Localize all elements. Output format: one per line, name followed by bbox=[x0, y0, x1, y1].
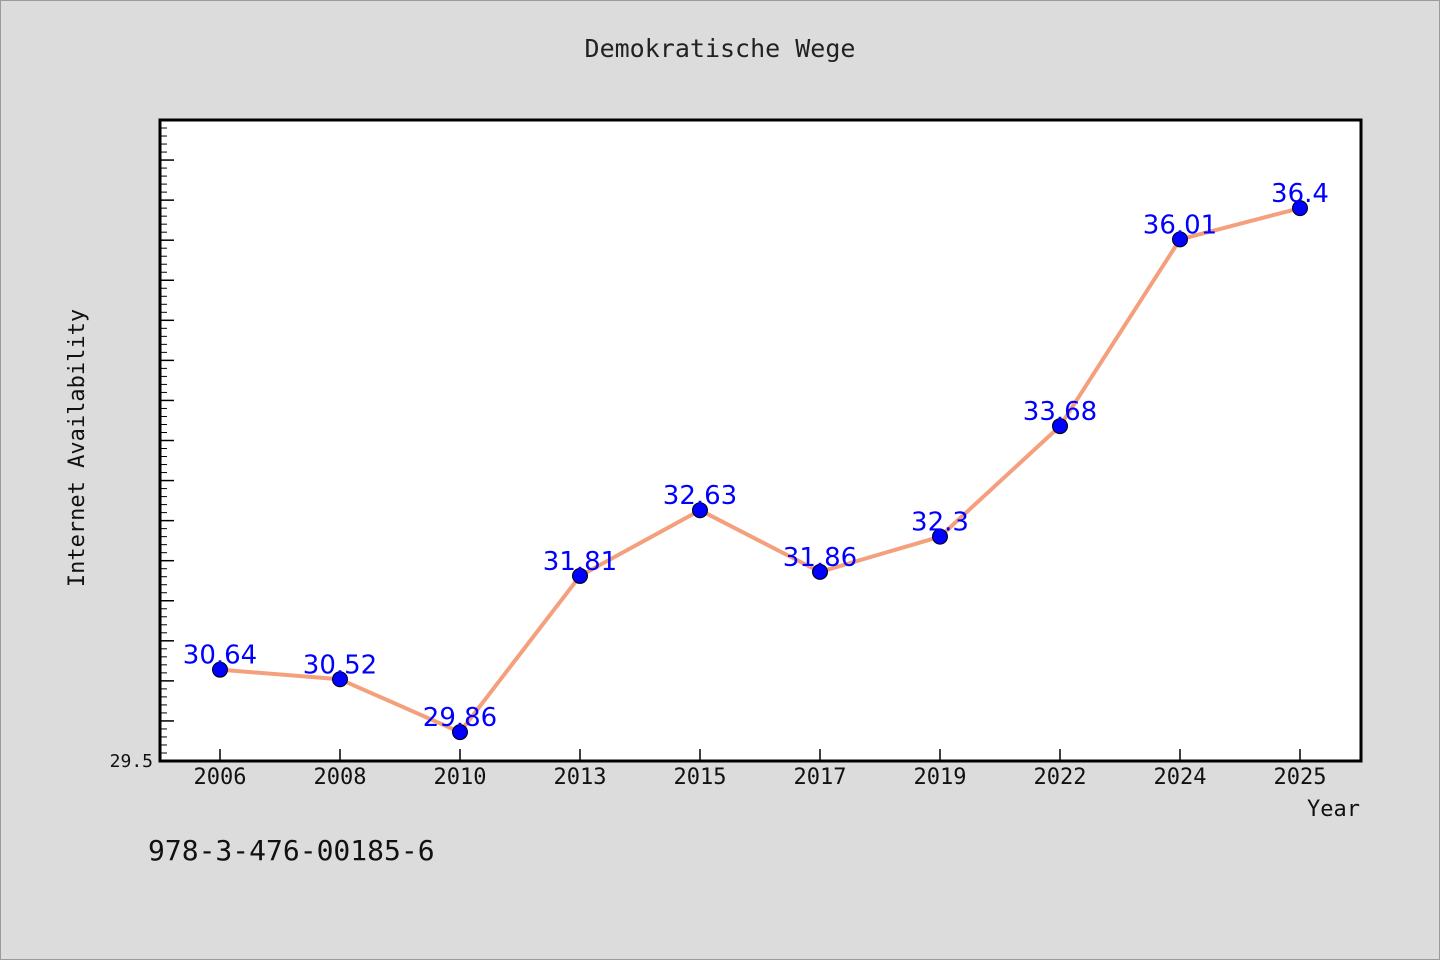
data-point bbox=[572, 567, 588, 584]
x-tick-labels: 2006 2008 2010 2013 2015 2017 2019 2022 2024 2025 bbox=[194, 765, 1327, 790]
data-label: 31.81 bbox=[543, 547, 617, 577]
plot-area bbox=[160, 120, 1361, 761]
x-tick-label: 2017 bbox=[794, 765, 847, 790]
x-tick-label: 2013 bbox=[554, 765, 607, 790]
x-tick-label: 2019 bbox=[914, 765, 967, 790]
data-label: 32.3 bbox=[911, 508, 969, 538]
x-tick-label: 2015 bbox=[674, 765, 727, 790]
x-tick-label: 2010 bbox=[434, 765, 487, 790]
x-tick-label: 2008 bbox=[314, 765, 367, 790]
data-label: 30.64 bbox=[183, 641, 257, 671]
isbn-footer: 978-3-476-00185-6 bbox=[148, 834, 435, 867]
data-point bbox=[1052, 418, 1068, 435]
data-point bbox=[1172, 231, 1188, 248]
data-label: 29.86 bbox=[423, 703, 497, 733]
data-label: 32.63 bbox=[663, 481, 737, 511]
y-tick-label: 29.5 bbox=[110, 751, 153, 772]
data-point bbox=[332, 671, 348, 688]
x-axis-ticks bbox=[219, 749, 1301, 761]
data-labels: 30.64 30.52 29.86 31.81 32.63 31.86 32.3 33.68 3… bbox=[183, 179, 1329, 733]
x-tick-label: 2025 bbox=[1274, 765, 1327, 790]
data-label: 33.68 bbox=[1023, 397, 1097, 427]
data-point bbox=[452, 724, 468, 741]
data-label: 36.4 bbox=[1271, 179, 1329, 209]
data-point bbox=[932, 528, 948, 545]
y-axis-title: Internet Availability bbox=[65, 309, 90, 587]
x-tick-label: 2024 bbox=[1154, 765, 1207, 790]
data-label: 36.01 bbox=[1143, 210, 1217, 240]
series-line bbox=[219, 206, 1301, 735]
data-point bbox=[1292, 200, 1308, 217]
data-markers bbox=[212, 200, 1308, 741]
data-point bbox=[692, 502, 708, 519]
x-tick-label: 2022 bbox=[1034, 765, 1087, 790]
data-label: 30.52 bbox=[303, 650, 377, 680]
x-tick-label: 2006 bbox=[194, 765, 247, 790]
data-label: 31.86 bbox=[783, 543, 857, 573]
chart-title: Demokratische Wege bbox=[584, 34, 856, 63]
data-point bbox=[812, 563, 828, 580]
data-point bbox=[212, 661, 228, 678]
plot-border bbox=[158, 118, 1363, 763]
x-axis-title: Year bbox=[1307, 797, 1360, 822]
